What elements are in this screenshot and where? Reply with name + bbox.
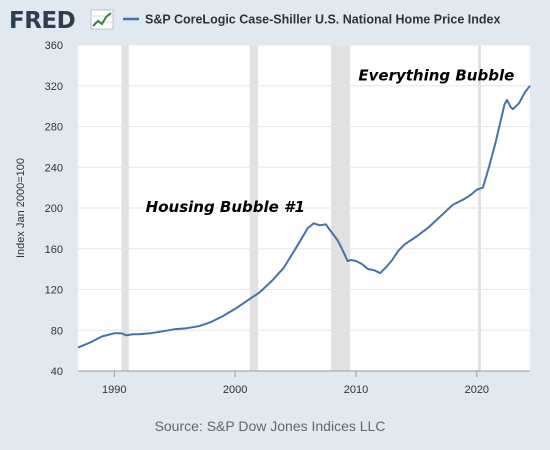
x-tick-label-2010: 2010 <box>344 384 368 396</box>
annotation-0: Housing Bubble #1 <box>146 198 305 216</box>
fred-chart-logo-icon <box>90 9 114 30</box>
y-axis-ticks: 40 80 120 160 200 240 280 320 360 <box>45 40 63 378</box>
y-tick-label-80: 80 <box>51 325 63 337</box>
source-note: Source: S&P Dow Jones Indices LLC <box>155 418 386 434</box>
series-line-home-price-index[interactable] <box>77 85 531 349</box>
legend-label: S&P CoreLogic Case-Shiller U.S. National… <box>145 13 500 27</box>
x-tick-label-2020: 2020 <box>465 384 489 396</box>
y-tick-label-360: 360 <box>45 40 63 52</box>
y-tick-label-320: 320 <box>45 81 63 93</box>
fred-logo-text: FRED <box>9 8 75 34</box>
x-tick-label-2000: 2000 <box>223 384 247 396</box>
y-tick-label-200: 200 <box>45 203 63 215</box>
x-tick-label-1990: 1990 <box>102 384 126 396</box>
y-tick-label-280: 280 <box>45 122 63 134</box>
y-axis-label: Index Jan 2000=100 <box>15 158 27 258</box>
y-tick-label-160: 160 <box>45 244 63 256</box>
annotations: Housing Bubble #1 Everything Bubble <box>146 67 515 216</box>
y-tick-label-240: 240 <box>45 162 63 174</box>
annotation-1: Everything Bubble <box>358 67 514 85</box>
y-tick-label-40: 40 <box>51 366 63 378</box>
fred-logo[interactable]: FRED <box>9 8 114 34</box>
gridlines <box>78 44 530 331</box>
x-axis-ticks: 1990 2000 2010 2020 <box>102 371 489 396</box>
legend[interactable]: S&P CoreLogic Case-Shiller U.S. National… <box>123 13 500 27</box>
y-tick-label-120: 120 <box>45 285 63 297</box>
